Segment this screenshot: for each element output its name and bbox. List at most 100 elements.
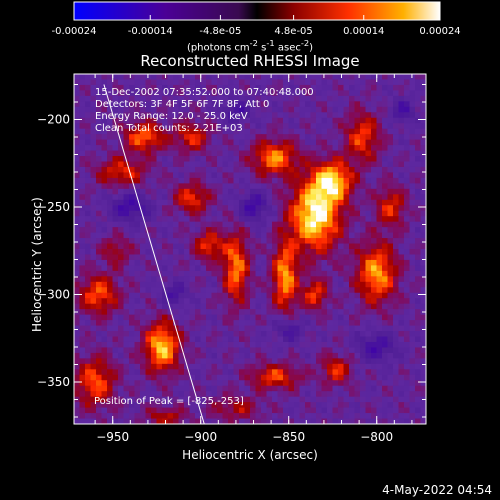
heatmap-cell	[222, 347, 229, 354]
heatmap-cell	[156, 374, 163, 381]
heatmap-cell	[283, 363, 290, 370]
heatmap-cell	[305, 156, 312, 163]
heatmap-cell	[228, 309, 235, 316]
heatmap-cell	[239, 95, 246, 102]
heatmap-cell	[310, 259, 317, 267]
heatmap-cell	[211, 287, 218, 294]
heatmap-cell	[134, 221, 141, 228]
heatmap-cell	[162, 106, 169, 113]
heatmap-cell	[167, 123, 174, 130]
heatmap-cell	[371, 363, 378, 370]
heatmap-cell	[178, 177, 185, 184]
heatmap-cell	[145, 106, 152, 113]
heatmap-cell	[420, 188, 426, 195]
heatmap-cell	[343, 156, 350, 163]
heatmap-cell	[316, 177, 323, 184]
heatmap-cell	[310, 221, 317, 228]
heatmap-cell	[173, 139, 180, 146]
heatmap-cell	[101, 95, 108, 102]
heatmap-cell	[255, 227, 262, 234]
heatmap-cell	[288, 407, 295, 414]
heatmap-cell	[112, 391, 119, 398]
heatmap-cell	[101, 374, 108, 381]
heatmap-cell	[173, 74, 180, 81]
heatmap-cell	[354, 352, 361, 359]
heatmap-cell	[332, 210, 339, 217]
heatmap-cell	[338, 374, 345, 381]
heatmap-cell	[261, 320, 268, 327]
heatmap-cell	[140, 249, 147, 256]
heatmap-cell	[134, 287, 141, 294]
heatmap-cell	[129, 331, 136, 338]
heatmap-cell	[415, 221, 422, 228]
heatmap-cell	[255, 145, 262, 152]
heatmap-cell	[239, 331, 246, 338]
heatmap-cell	[178, 194, 185, 201]
heatmap-cell	[145, 210, 152, 217]
heatmap-cell	[74, 210, 81, 217]
heatmap-cell	[96, 194, 103, 201]
heatmap-cell	[343, 123, 350, 130]
heatmap-cell	[327, 183, 334, 190]
heatmap-cell	[233, 232, 240, 239]
heatmap-cell	[156, 194, 163, 201]
heatmap-cell	[409, 396, 416, 403]
heatmap-cell	[365, 188, 372, 195]
heatmap-cell	[294, 205, 301, 212]
heatmap-cell	[299, 161, 306, 168]
heatmap-cell	[211, 341, 218, 349]
heatmap-cell	[266, 249, 273, 256]
heatmap-cell	[360, 369, 367, 376]
heatmap-cell	[217, 84, 224, 92]
heatmap-cell	[349, 161, 356, 168]
heatmap-cell	[393, 249, 400, 256]
heatmap-cell	[349, 358, 356, 365]
heatmap-cell	[151, 177, 158, 184]
heatmap-cell	[255, 205, 262, 212]
heatmap-cell	[151, 385, 158, 392]
heatmap-cell	[123, 396, 130, 403]
heatmap-cell	[415, 369, 422, 376]
heatmap-cell	[90, 374, 97, 381]
heatmap-cell	[420, 84, 426, 92]
heatmap-cell	[387, 84, 394, 92]
heatmap-cell	[299, 183, 306, 190]
heatmap-cell	[211, 145, 218, 152]
heatmap-cell	[332, 374, 339, 381]
heatmap-cell	[371, 123, 378, 130]
heatmap-cell	[145, 249, 152, 256]
heatmap-cell	[387, 106, 394, 113]
heatmap-cell	[118, 369, 125, 376]
heatmap-cell	[409, 123, 416, 130]
heatmap-cell	[178, 298, 185, 305]
heatmap-cell	[349, 298, 356, 305]
heatmap-cell	[129, 380, 136, 387]
heatmap-cell	[277, 227, 284, 234]
heatmap-cell	[382, 369, 389, 376]
heatmap-cell	[360, 265, 367, 272]
heatmap-cell	[200, 194, 207, 201]
heatmap-cell	[178, 117, 185, 124]
heatmap-cell	[178, 265, 185, 272]
heatmap-cell	[178, 385, 185, 392]
heatmap-cell	[316, 101, 323, 108]
heatmap-cell	[316, 325, 323, 332]
heatmap-cell	[338, 413, 345, 420]
heatmap-cell	[409, 74, 416, 81]
heatmap-cell	[90, 194, 97, 201]
heatmap-cell	[74, 259, 81, 267]
heatmap-cell	[354, 134, 361, 141]
heatmap-cell	[310, 396, 317, 403]
heatmap-cell	[173, 320, 180, 327]
heatmap-cell	[244, 243, 251, 250]
heatmap-cell	[156, 276, 163, 283]
heatmap-cell	[217, 101, 224, 108]
heatmap-cell	[195, 292, 202, 299]
heatmap-cell	[156, 303, 163, 310]
heatmap-cell	[332, 90, 339, 97]
heatmap-cell	[409, 210, 416, 217]
heatmap-cell	[343, 303, 350, 310]
heatmap-cell	[156, 238, 163, 245]
heatmap-cell	[420, 347, 426, 354]
heatmap-cell	[151, 221, 158, 228]
